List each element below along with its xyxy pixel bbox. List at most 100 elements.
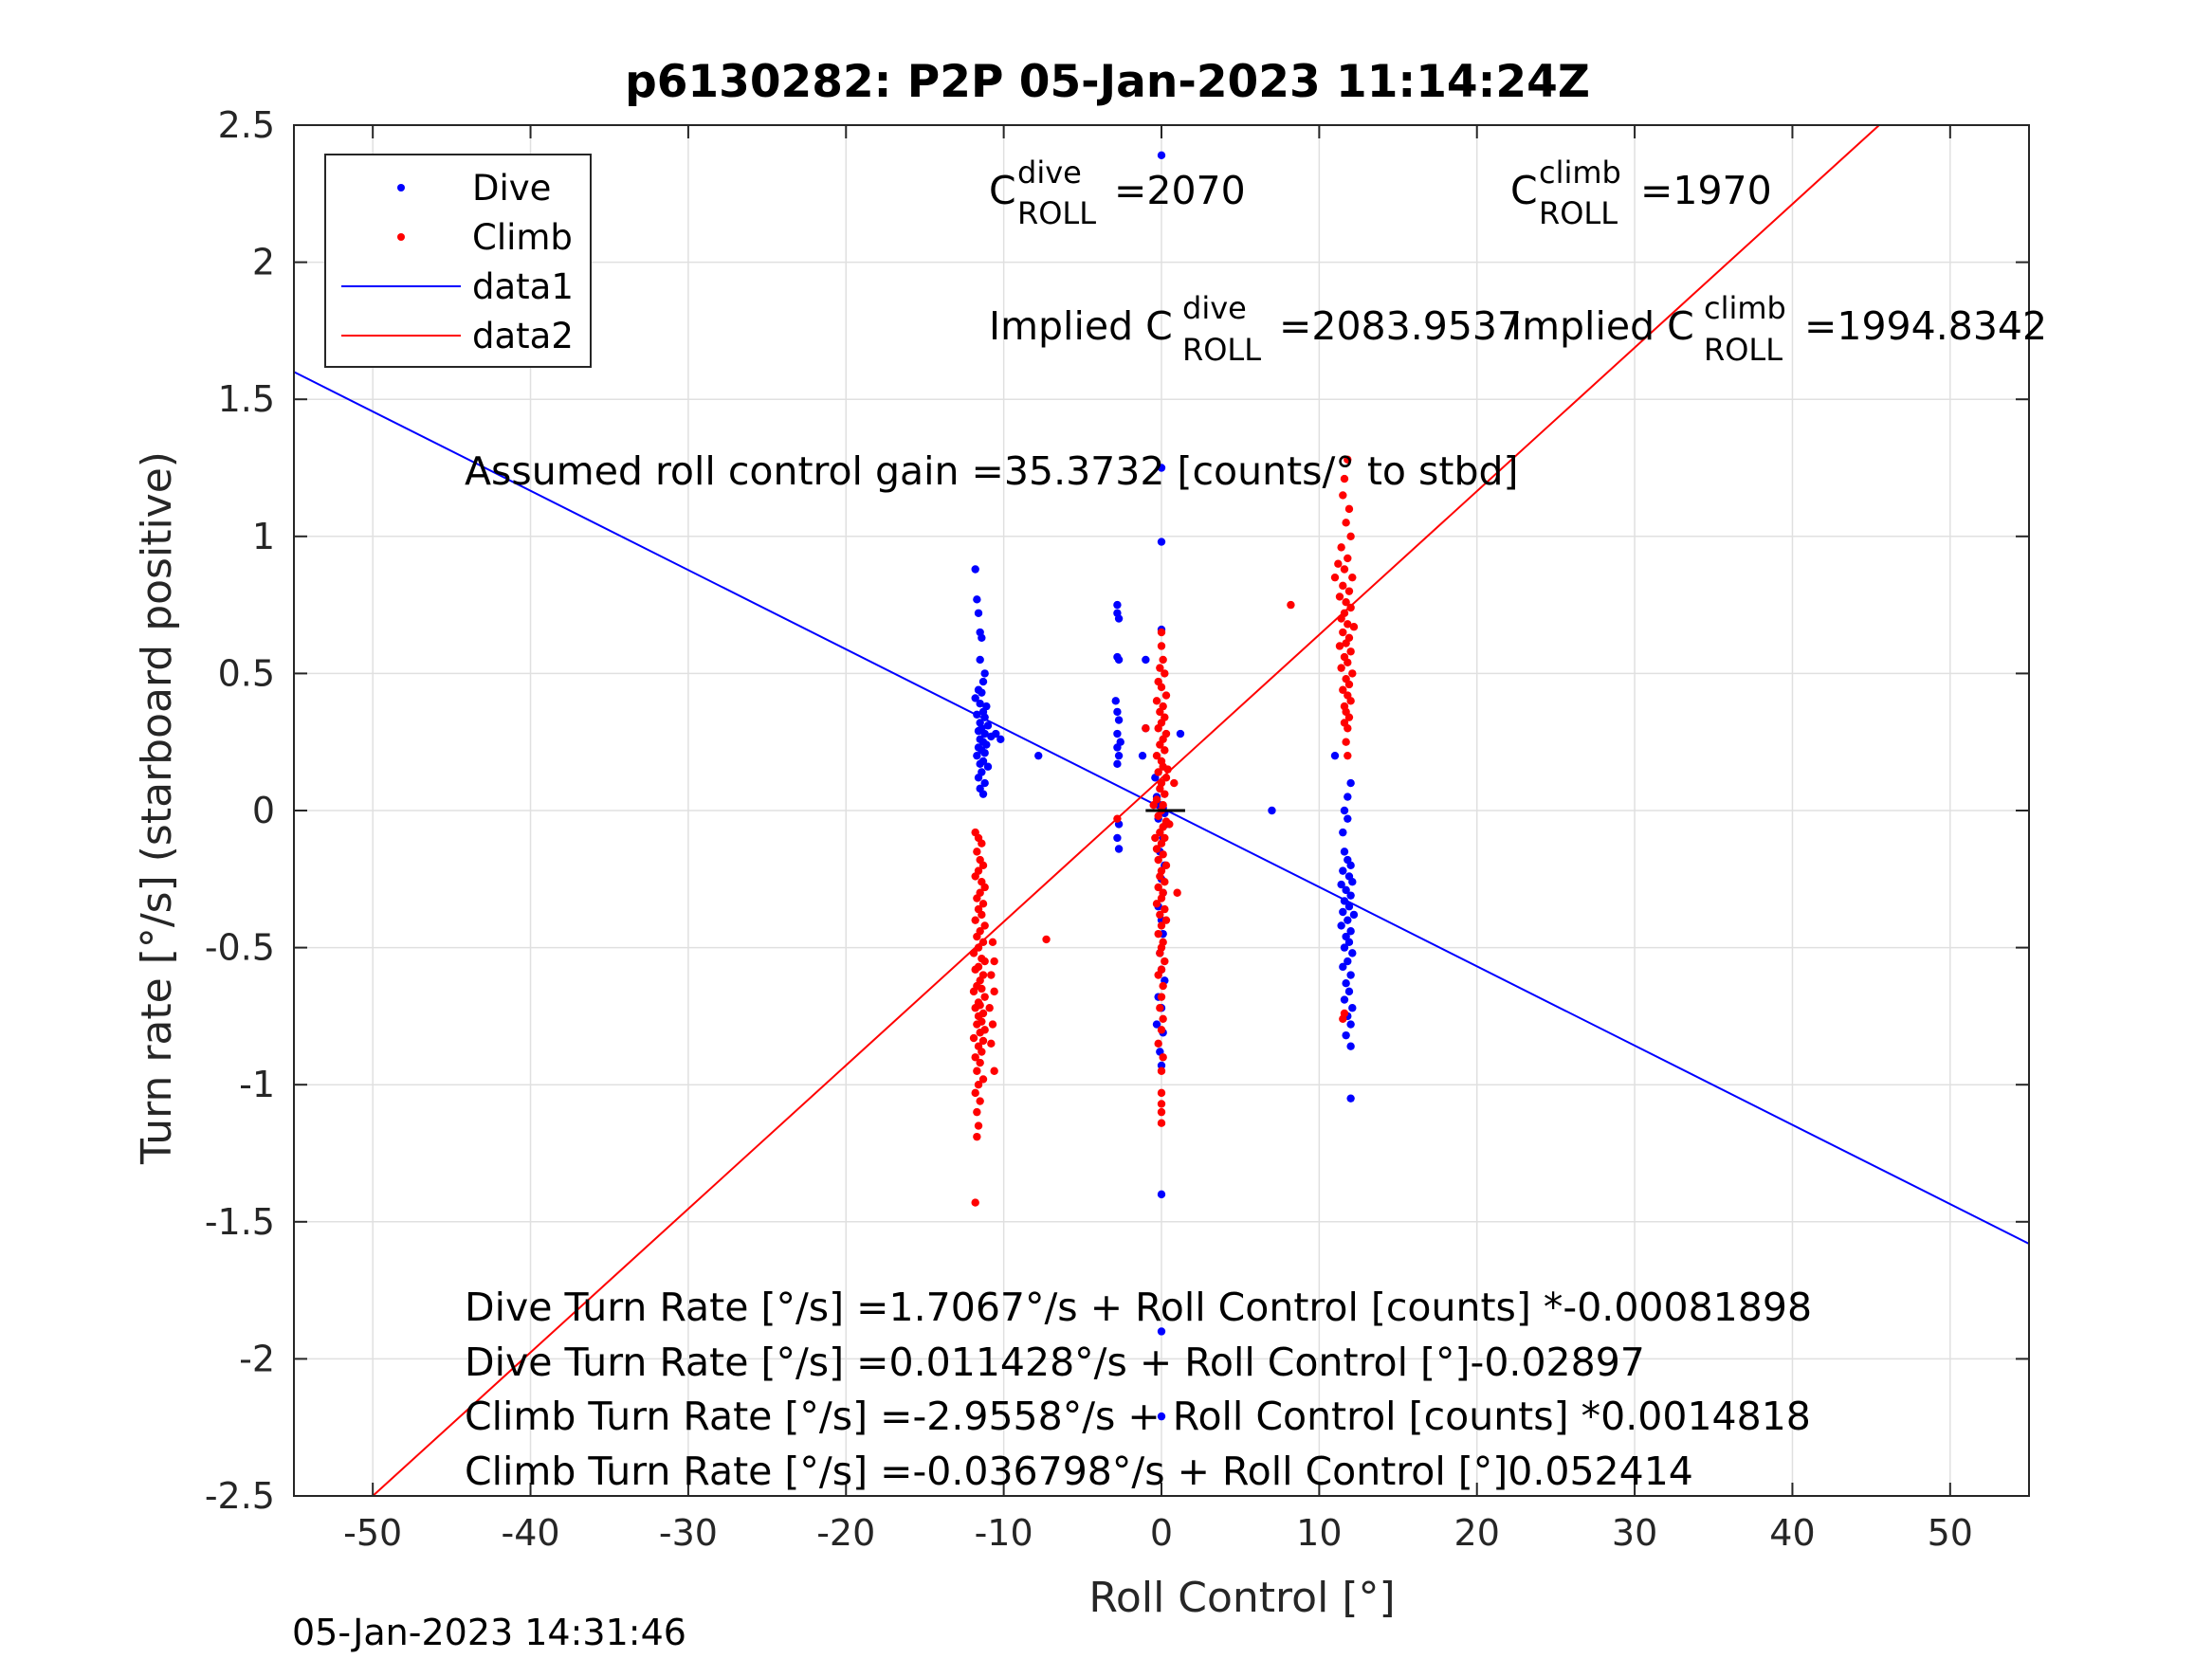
climb-point (1152, 900, 1161, 908)
x-axis-label: Roll Control [°] (1088, 1574, 1395, 1622)
dive-point (1340, 897, 1349, 905)
x-tick-label: 10 (1296, 1512, 1342, 1554)
climb-point (971, 1198, 979, 1207)
dive-degrees-equation: Dive Turn Rate [°/s] =0.011428°/s + Roll… (465, 1340, 1645, 1385)
climb-point (1344, 680, 1354, 689)
dive-point (983, 762, 993, 771)
legend-dive-label: Dive (472, 168, 551, 209)
climb-point (1151, 833, 1160, 843)
dive-point (978, 677, 988, 686)
c-dive-sub: ROLL (1017, 195, 1096, 231)
climb-point (1287, 600, 1295, 610)
dive-point (1157, 1327, 1166, 1336)
climb-point (1157, 921, 1166, 930)
climb-point (1149, 801, 1158, 810)
legend: Dive Climb data1 data2 (324, 154, 592, 368)
x-tick-label: 50 (1928, 1512, 1973, 1554)
climb-point (978, 861, 988, 870)
climb-point (987, 971, 996, 979)
dive-point (971, 694, 979, 702)
dive-point (1340, 806, 1349, 815)
dive-point (980, 729, 989, 738)
legend-dive-marker (397, 184, 405, 191)
climb-point (978, 984, 986, 994)
climb-point (976, 1097, 984, 1105)
dive-counts-equation: Dive Turn Rate [°/s] =1.7067°/s + Roll C… (465, 1285, 1812, 1330)
dive-point (980, 669, 989, 678)
climb-point (1152, 697, 1161, 705)
c-climb-annotation: C climb ROLL =1970 (1510, 155, 1772, 231)
climb-point (978, 938, 988, 947)
climb-point (1156, 664, 1164, 672)
climb-point (1340, 474, 1349, 483)
dive-point (974, 774, 983, 782)
dive-point (1342, 885, 1350, 895)
climb-point (1344, 554, 1352, 563)
climb-point (1154, 971, 1162, 979)
dive-point (978, 633, 986, 643)
climb-point (1340, 1009, 1349, 1018)
climb-point (1339, 491, 1347, 500)
dive-point (992, 729, 1000, 738)
climb-point (1156, 910, 1164, 920)
climb-point (1161, 904, 1169, 914)
dive-point (1176, 729, 1185, 738)
climb-point (1157, 683, 1166, 692)
dive-point (1157, 1190, 1166, 1199)
dive-point (1342, 978, 1350, 988)
dive-point (1346, 1042, 1355, 1050)
climb-point (1113, 814, 1122, 823)
climb-point (1337, 664, 1345, 672)
climb-point (1156, 784, 1164, 793)
climb-point (1344, 620, 1352, 629)
x-tick-label: 40 (1769, 1512, 1815, 1554)
implied-climb-value: =1994.8342 (1804, 303, 2047, 349)
dive-point (1268, 806, 1276, 815)
y-tick-label: 1 (252, 516, 275, 557)
climb-point (1346, 532, 1355, 540)
dive-point (971, 565, 979, 574)
climb-point (1156, 949, 1164, 957)
climb-point (1156, 740, 1164, 749)
dive-point (1114, 614, 1124, 623)
dive-point (1114, 845, 1124, 853)
dive-point (1113, 729, 1122, 738)
climb-point (973, 894, 981, 902)
climb-point (1152, 845, 1161, 853)
dive-point (1113, 707, 1122, 717)
climb-point (1344, 504, 1354, 514)
dive-point (1344, 957, 1352, 966)
climb-point (978, 910, 986, 920)
dive-point (1348, 949, 1357, 957)
climb-point (1157, 628, 1166, 637)
dive-point (1339, 907, 1347, 917)
dive-point (1157, 464, 1166, 472)
dive-point (1344, 987, 1354, 996)
climb-point (1159, 1014, 1167, 1023)
dive-point (976, 700, 984, 708)
y-tick-label: -1 (239, 1064, 275, 1105)
svg-text:Implied C: Implied C (989, 303, 1173, 349)
climb-point (1161, 877, 1169, 886)
climb-point (988, 938, 997, 947)
dive-point (1113, 759, 1122, 769)
climb-point (1157, 1107, 1166, 1117)
climb-point (978, 1048, 986, 1056)
climb-point (1335, 592, 1344, 601)
dive-point (1346, 1020, 1355, 1029)
climb-point (1157, 1088, 1166, 1098)
svg-text:C: C (1510, 168, 1538, 213)
climb-point (974, 1081, 983, 1089)
svg-text:=2070: =2070 (1114, 168, 1246, 213)
climb-counts-equation: Climb Turn Rate [°/s] =-2.9558°/s + Roll… (465, 1394, 1811, 1439)
climb-point (1348, 573, 1357, 582)
climb-point (1159, 850, 1167, 859)
dive-point (1113, 743, 1122, 752)
dive-point (1344, 938, 1354, 947)
climb-point (1339, 581, 1347, 591)
dive-point (1114, 655, 1124, 665)
x-tick-label: -40 (502, 1512, 560, 1554)
x-tick-label: -50 (343, 1512, 402, 1554)
x-tick-label: -20 (816, 1512, 875, 1554)
climb-point (1142, 724, 1150, 733)
